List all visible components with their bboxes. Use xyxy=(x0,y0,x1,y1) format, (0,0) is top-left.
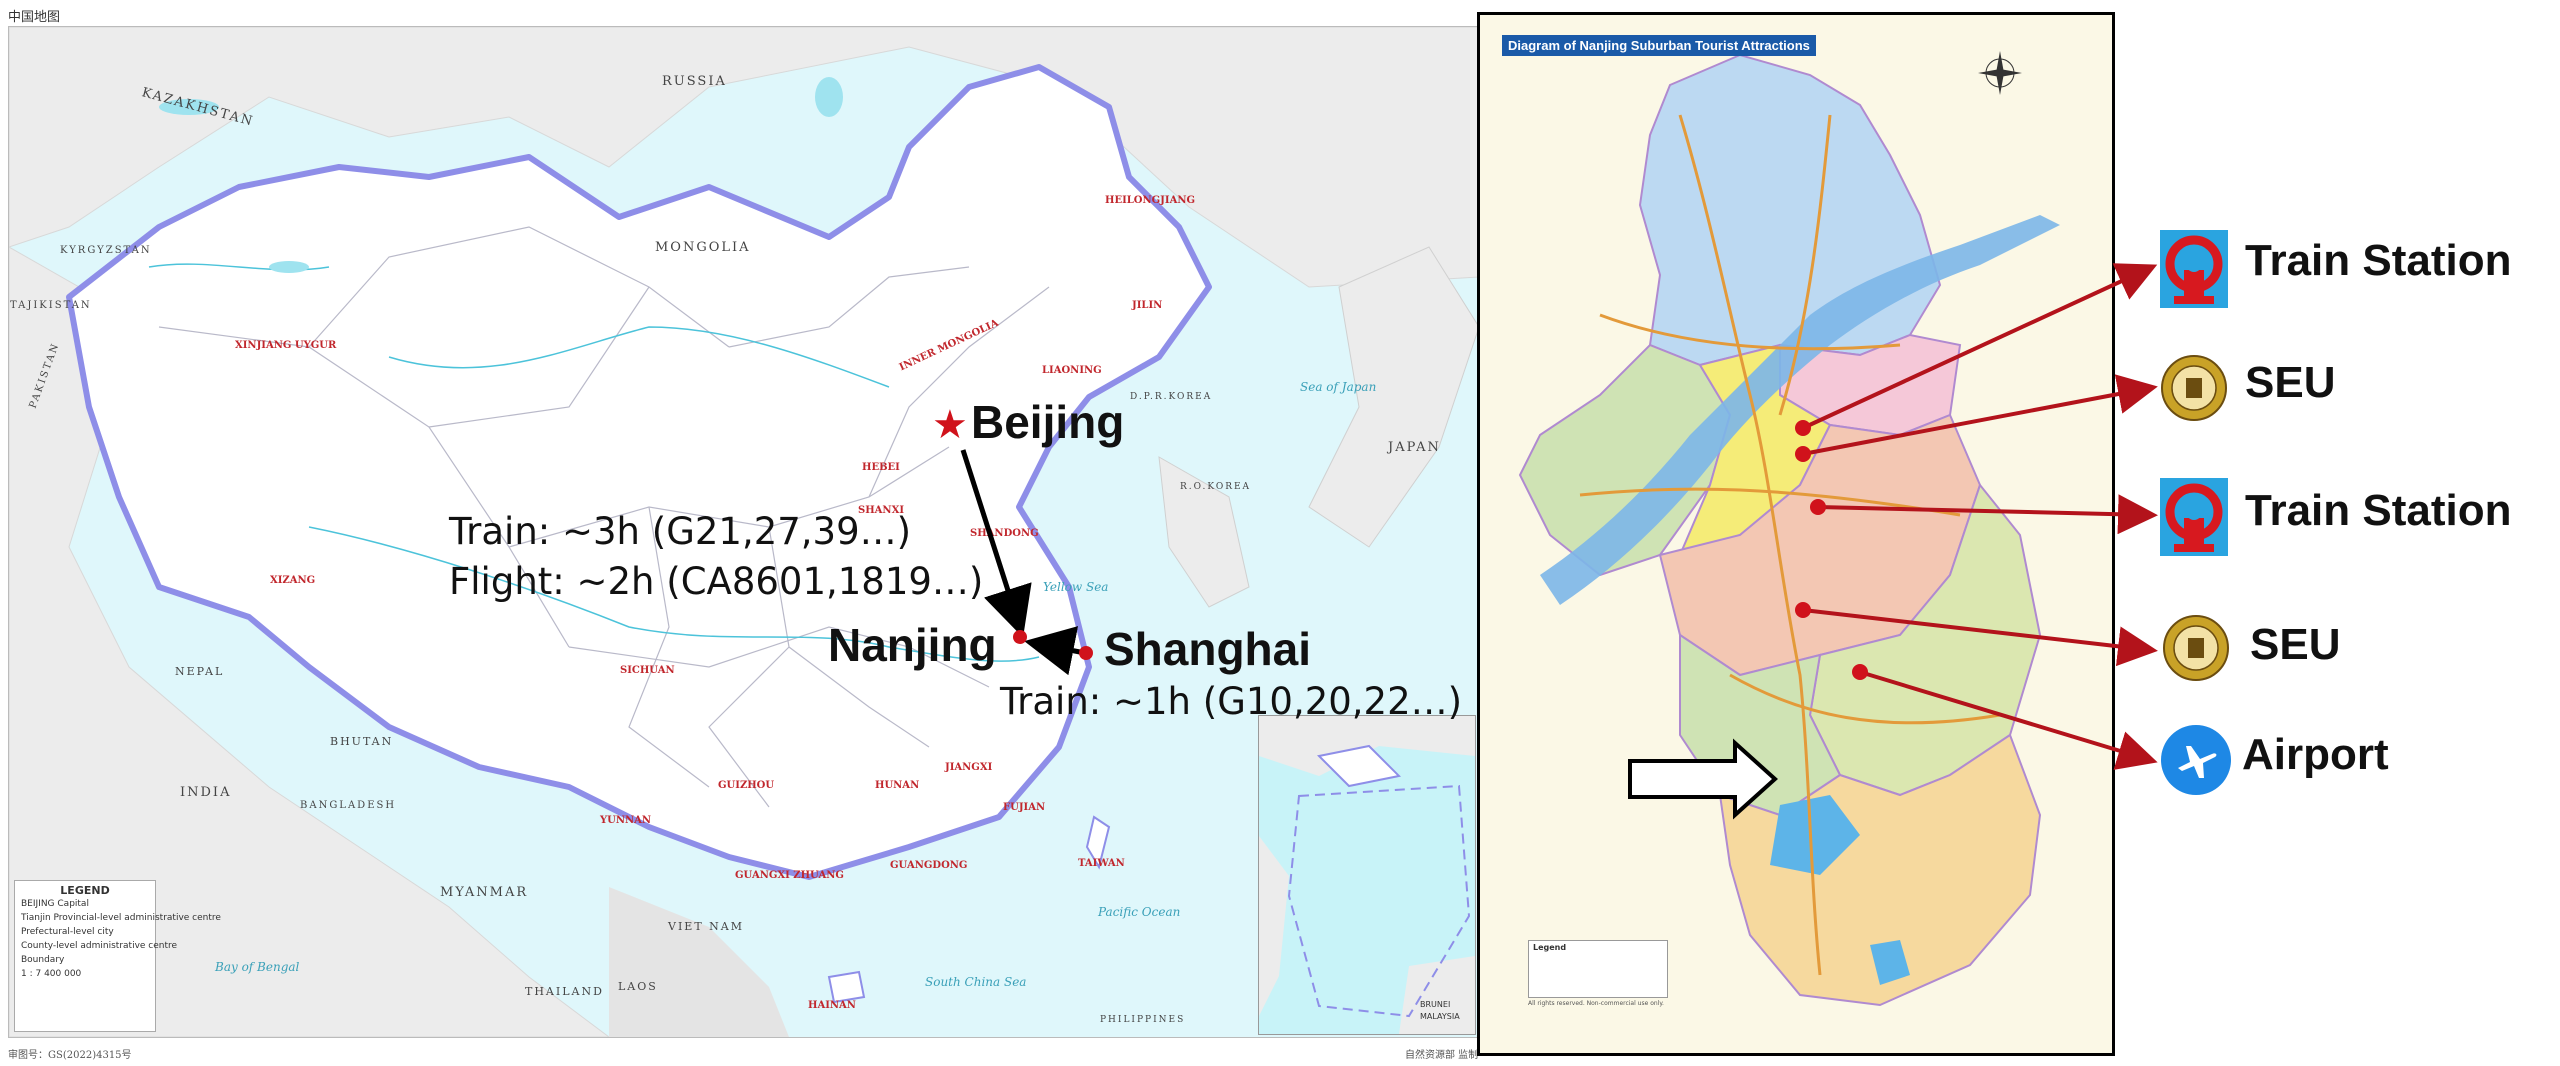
country-label-russia: RUSSIA xyxy=(662,74,727,89)
country-label-myanmar: MYANMAR xyxy=(440,885,529,900)
country-label-tajikistan: TAJIKISTAN xyxy=(10,300,92,311)
legend-row: Prefectural-level city xyxy=(21,927,114,937)
country-label-bangladesh: BANGLADESH xyxy=(300,800,397,811)
nanjing-dot xyxy=(1013,630,1027,644)
province-label: GUANGDONG xyxy=(890,860,968,871)
location-dot xyxy=(1852,664,1868,680)
railway-logo-icon xyxy=(2160,230,2228,308)
location-dot xyxy=(1795,446,1811,462)
province-label: GUIZHOU xyxy=(718,780,775,791)
province-label: JIANGXI xyxy=(945,762,993,773)
country-label-bhutan: BHUTAN xyxy=(330,735,394,748)
province-label: FUJIAN xyxy=(1003,802,1046,813)
nanjing-map-footer: All rights reserved. Non-commercial use … xyxy=(1528,1000,1664,1007)
country-label-nepal: NEPAL xyxy=(175,665,225,678)
china-map-title: 中国地图 xyxy=(8,10,61,25)
inset-scale-label: MALAYSIA xyxy=(1420,1012,1460,1021)
shanghai-dot xyxy=(1079,646,1093,660)
callout-label-train-station-2: Train Station xyxy=(2245,486,2512,535)
province-label: HEILONGJIANG xyxy=(1105,195,1196,206)
nanjing-legend-title: Legend xyxy=(1533,943,1567,952)
callout-arrow-train-1 xyxy=(1802,263,2158,430)
country-label-philippines: PHILIPPINES xyxy=(1100,1015,1186,1025)
beijing-star-icon: ★ xyxy=(932,402,968,448)
callout-arrow-seu-1 xyxy=(1802,374,2158,456)
sea-label: Pacific Ocean xyxy=(1098,905,1181,919)
route-arrow-beijing-nanjing xyxy=(960,449,1032,638)
route-text-beijing-flight: Flight: ~2h (CA8601,1819…) xyxy=(449,560,984,603)
city-label-nanjing: Nanjing xyxy=(828,619,997,671)
province-label: TAIWAN xyxy=(1078,858,1125,869)
sea-label: Bay of Bengal xyxy=(215,960,300,974)
legend-title: LEGEND xyxy=(60,884,110,897)
province-label: HAINAN xyxy=(808,1000,856,1011)
seu-emblem-icon xyxy=(2160,354,2228,422)
legend-row: Boundary xyxy=(21,955,65,965)
nanjing-map-graphic xyxy=(1518,51,2060,1007)
seu-emblem-icon xyxy=(2162,614,2230,682)
callout-label-train-station-1: Train Station xyxy=(2245,236,2512,285)
country-label-mongolia: MONGOLIA xyxy=(655,240,751,255)
province-label: SICHUAN xyxy=(620,665,675,676)
province-label: SHANDONG xyxy=(970,528,1039,539)
airplane-icon xyxy=(2160,724,2231,795)
highlight-arrow xyxy=(1628,738,1778,820)
china-map-frame xyxy=(8,26,1480,1038)
location-dot xyxy=(1795,602,1811,618)
china-map-graphic xyxy=(9,27,1479,1037)
country-label-kyrgyzstan: KYRGYZSTAN xyxy=(60,245,152,256)
callout-label-airport: Airport xyxy=(2242,730,2389,779)
railway-logo-icon xyxy=(2160,478,2228,556)
nanjing-map-panel xyxy=(1477,12,2115,1056)
city-label-beijing: Beijing xyxy=(971,396,1125,448)
country-label-rokorea: R.O.KOREA xyxy=(1180,482,1252,492)
city-label-shanghai: Shanghai xyxy=(1104,623,1312,675)
province-label: GUANGXI ZHUANG xyxy=(735,870,844,881)
province-label: LIAONING xyxy=(1042,365,1102,376)
sea-label: Yellow Sea xyxy=(1043,580,1109,594)
province-label: JILIN xyxy=(1132,300,1163,311)
legend-row: Tianjin Provincial-level administrative … xyxy=(21,913,221,923)
location-dot xyxy=(1810,499,1826,515)
south-china-sea-inset xyxy=(1258,715,1476,1035)
country-label-dprkorea: D.P.R.KOREA xyxy=(1130,392,1213,402)
callout-arrow-seu-2 xyxy=(1802,608,2158,667)
callout-arrow-airport xyxy=(1859,670,2158,770)
country-label-laos: LAOS xyxy=(618,980,658,993)
nanjing-map-title: Diagram of Nanjing Suburban Tourist Attr… xyxy=(1502,35,1816,56)
province-label: HUNAN xyxy=(875,780,920,791)
province-label: YUNNAN xyxy=(600,815,652,826)
china-map-footer-right: 自然资源部 监制 xyxy=(1405,1050,1479,1061)
sea-label: Sea of Japan xyxy=(1300,380,1377,394)
china-map-legend: LEGEND BEIJING Capital Tianjin Provincia… xyxy=(14,880,221,1032)
country-label-thailand: THAILAND xyxy=(525,985,604,998)
country-label-india: INDIA xyxy=(180,785,232,800)
location-dot xyxy=(1795,420,1811,436)
province-label: HEBEI xyxy=(862,462,900,473)
nanjing-map-legend: Legend xyxy=(1528,940,1668,998)
callout-label-seu-2: SEU xyxy=(2250,620,2341,669)
country-label-japan: JAPAN xyxy=(1388,440,1441,455)
china-map-footer-left: 审图号：GS(2022)4315号 xyxy=(8,1050,132,1061)
route-text-beijing-train: Train: ~3h (G21,27,39…) xyxy=(449,510,912,553)
china-map-panel: 中国地图 xyxy=(8,10,1480,1061)
province-label: XIZANG xyxy=(270,575,316,586)
route-text-shanghai-train: Train: ~1h (G10,20,22…) xyxy=(1000,680,1463,723)
inset-graphic xyxy=(1259,716,1475,1034)
inset-country-label: BRUNEI xyxy=(1420,1000,1451,1009)
legend-row: BEIJING Capital xyxy=(21,899,89,909)
route-arrow-shanghai-nanjing xyxy=(1024,626,1086,676)
legend-row: 1 : 7 400 000 xyxy=(21,969,82,979)
callout-label-seu-1: SEU xyxy=(2245,358,2336,407)
country-label-vietnam: VIET NAM xyxy=(668,920,744,933)
province-label: XINJIANG UYGUR xyxy=(235,340,337,351)
province-label: SHANXI xyxy=(858,505,905,516)
legend-row: County-level administrative centre xyxy=(21,941,178,951)
route-overlay xyxy=(960,449,1093,676)
sea-label: South China Sea xyxy=(925,975,1027,989)
callout-arrow-train-2 xyxy=(1817,494,2158,535)
compass-icon xyxy=(1978,51,2022,95)
